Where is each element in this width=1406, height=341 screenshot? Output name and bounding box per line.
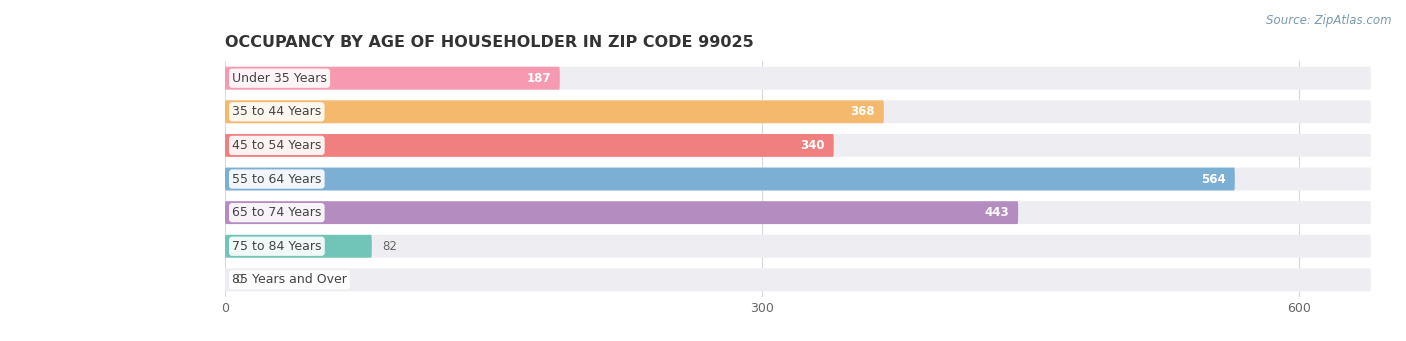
Text: 340: 340 (800, 139, 825, 152)
Text: 443: 443 (984, 206, 1010, 219)
Text: Under 35 Years: Under 35 Years (232, 72, 328, 85)
Text: 55 to 64 Years: 55 to 64 Years (232, 173, 322, 186)
Text: 0: 0 (236, 273, 243, 286)
FancyBboxPatch shape (225, 201, 1371, 224)
Text: 75 to 84 Years: 75 to 84 Years (232, 240, 322, 253)
FancyBboxPatch shape (225, 268, 1371, 291)
Text: Source: ZipAtlas.com: Source: ZipAtlas.com (1267, 14, 1392, 27)
Text: 85 Years and Over: 85 Years and Over (232, 273, 347, 286)
Text: 187: 187 (526, 72, 551, 85)
Text: 82: 82 (382, 240, 398, 253)
FancyBboxPatch shape (225, 100, 1371, 123)
FancyBboxPatch shape (225, 67, 1371, 90)
FancyBboxPatch shape (225, 235, 1371, 258)
FancyBboxPatch shape (225, 167, 1234, 191)
FancyBboxPatch shape (225, 167, 1371, 191)
FancyBboxPatch shape (225, 100, 884, 123)
FancyBboxPatch shape (225, 67, 560, 90)
Text: 45 to 54 Years: 45 to 54 Years (232, 139, 322, 152)
Text: 564: 564 (1201, 173, 1226, 186)
FancyBboxPatch shape (225, 134, 1371, 157)
FancyBboxPatch shape (225, 201, 1018, 224)
FancyBboxPatch shape (225, 134, 834, 157)
Text: OCCUPANCY BY AGE OF HOUSEHOLDER IN ZIP CODE 99025: OCCUPANCY BY AGE OF HOUSEHOLDER IN ZIP C… (225, 35, 754, 50)
FancyBboxPatch shape (225, 235, 371, 258)
Text: 35 to 44 Years: 35 to 44 Years (232, 105, 322, 118)
Text: 368: 368 (851, 105, 875, 118)
Text: 65 to 74 Years: 65 to 74 Years (232, 206, 322, 219)
